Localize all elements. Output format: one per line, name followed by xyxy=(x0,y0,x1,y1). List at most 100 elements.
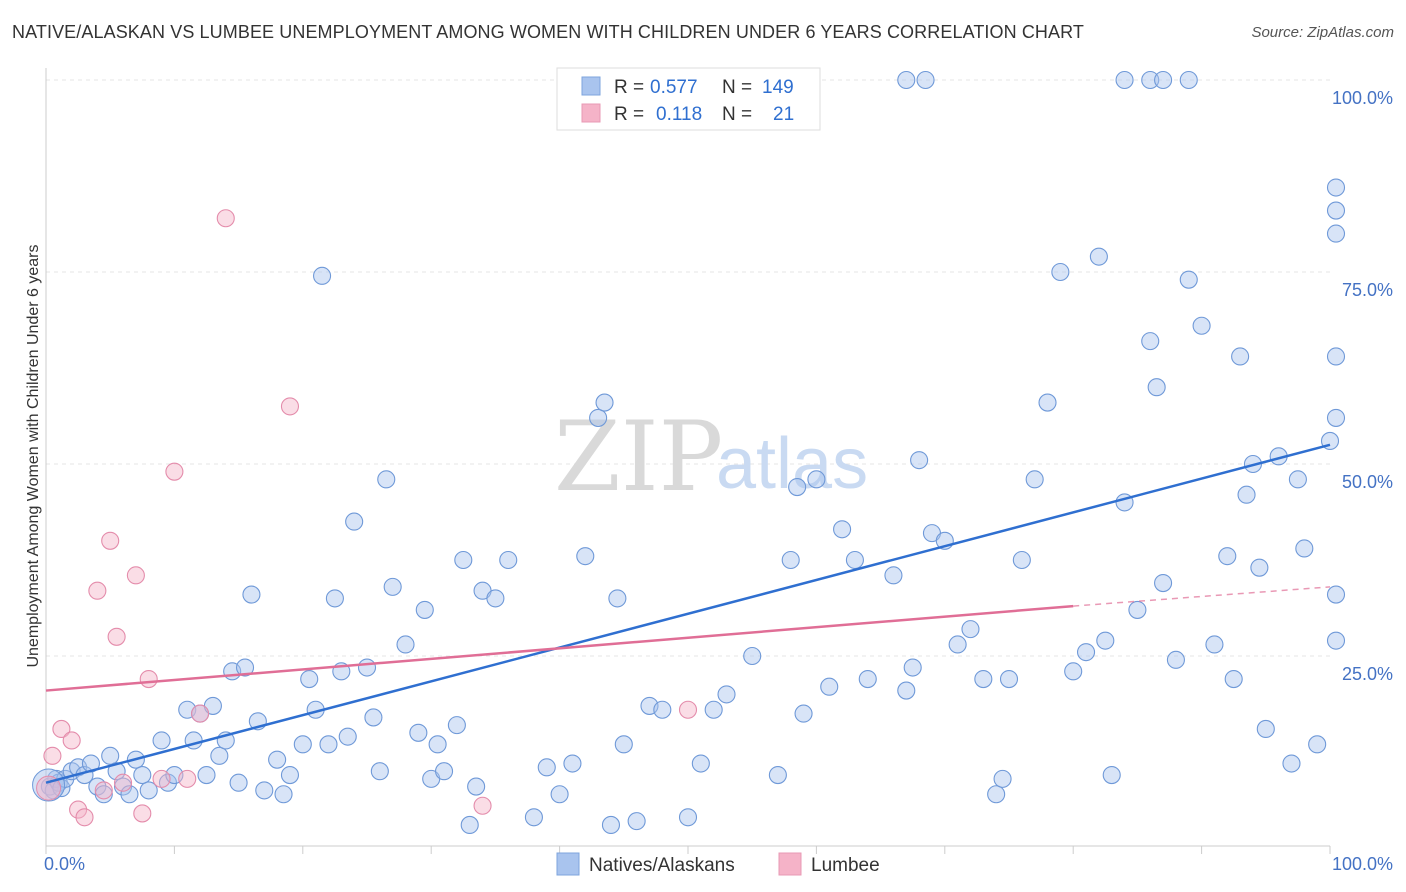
natives-point-75 xyxy=(627,812,646,831)
lumbee-point-17 xyxy=(216,209,235,228)
natives-point-89 xyxy=(833,520,852,539)
natives-point-18 xyxy=(139,781,158,800)
natives-point-80 xyxy=(704,700,723,719)
natives-point-46 xyxy=(345,512,364,531)
lumbee-point-13 xyxy=(152,769,171,788)
natives-point-11 xyxy=(94,785,113,804)
legend-r-label-1: R = xyxy=(614,77,644,98)
bottom-legend-natives: Natives/Alaskans xyxy=(589,855,735,876)
lumbee-point-18 xyxy=(280,397,300,416)
natives-point-13 xyxy=(107,762,126,781)
lumbee-point-11 xyxy=(133,804,152,823)
natives-point-84 xyxy=(781,550,800,570)
natives-point-15 xyxy=(120,785,139,804)
natives-point-38 xyxy=(293,735,312,754)
legend-n-label-2: N = xyxy=(722,104,752,125)
x-tick-label-0: 0.0% xyxy=(44,854,85,874)
natives-point-98 xyxy=(948,635,967,654)
natives-point-136 xyxy=(1326,408,1346,427)
natives-point-93 xyxy=(897,681,916,700)
legend: R = 0.577 N = 149 R = 0.118 N = 21 xyxy=(556,67,821,131)
natives-point-36 xyxy=(274,785,293,804)
natives-point-83 xyxy=(768,765,787,785)
natives-point-54 xyxy=(415,600,434,619)
natives-point-137 xyxy=(1326,347,1346,366)
natives-point-128 xyxy=(1256,719,1275,739)
y-tick-label-0: 25.0% xyxy=(1342,664,1393,684)
lumbee-point-16 xyxy=(191,704,210,723)
natives-point-145 xyxy=(1141,70,1160,90)
lumbee-trend-line xyxy=(45,604,1074,692)
natives-point-60 xyxy=(460,815,479,835)
natives-point-112 xyxy=(1102,765,1121,785)
natives-point-147 xyxy=(1179,70,1198,90)
natives-point-79 xyxy=(691,754,710,773)
natives-point-48 xyxy=(364,708,383,727)
natives-point-116 xyxy=(1147,378,1166,397)
natives-point-123 xyxy=(1224,669,1243,689)
natives-point-86 xyxy=(794,704,813,723)
y-tick-label-2: 75.0% xyxy=(1342,280,1393,300)
natives-point-124 xyxy=(1231,347,1250,366)
legend-box xyxy=(556,67,821,131)
legend-n-value-1: 149 xyxy=(762,77,794,98)
natives-point-56 xyxy=(428,735,447,754)
natives-point-95 xyxy=(910,451,929,470)
natives-point-91 xyxy=(858,669,877,689)
natives-point-109 xyxy=(1076,643,1096,662)
lumbee-point-cluster xyxy=(36,775,62,801)
natives-point-111 xyxy=(1096,631,1115,650)
natives-point-142 xyxy=(897,70,916,90)
natives-point-101 xyxy=(987,785,1006,804)
natives-point-70 xyxy=(589,408,608,427)
natives-point-52 xyxy=(396,635,415,654)
x-tick-labels: 0.0% 100.0% xyxy=(44,854,1393,874)
natives-point-50 xyxy=(377,470,396,489)
natives-point-63 xyxy=(486,589,505,608)
natives-point-114 xyxy=(1128,600,1147,619)
natives-point-139 xyxy=(1326,224,1346,243)
natives-point-131 xyxy=(1288,470,1307,489)
natives-point-130 xyxy=(1282,754,1301,773)
natives-point-121 xyxy=(1205,635,1224,654)
watermark-atlas: atlas xyxy=(716,424,868,504)
natives-point-74 xyxy=(614,735,633,754)
natives-point-132 xyxy=(1295,539,1314,558)
natives-point-81 xyxy=(717,685,736,704)
natives-point-27 xyxy=(210,746,229,765)
watermark-zip: ZIP xyxy=(554,401,723,513)
natives-point-78 xyxy=(678,808,698,827)
y-tick-labels: 25.0% 50.0% 75.0% 100.0% xyxy=(1332,88,1393,684)
natives-point-31 xyxy=(235,658,255,677)
trend-lines xyxy=(45,443,1331,784)
natives-point-94 xyxy=(903,658,922,677)
natives-point-57 xyxy=(434,762,454,781)
natives-point-146 xyxy=(1154,70,1173,90)
natives-point-107 xyxy=(1051,262,1070,282)
lumbee-point-3 xyxy=(69,800,88,819)
natives-point-37 xyxy=(280,765,300,785)
natives-point-64 xyxy=(499,550,518,570)
legend-r-value-2: 0.118 xyxy=(656,104,702,125)
natives-point-103 xyxy=(999,669,1019,689)
natives-point-133 xyxy=(1308,735,1327,754)
natives-point-41 xyxy=(313,266,332,285)
lumbee-point-10 xyxy=(126,566,145,585)
natives-point-35 xyxy=(268,750,287,769)
natives-point-71 xyxy=(595,393,614,412)
natives-point-117 xyxy=(1154,573,1173,593)
natives-point-118 xyxy=(1166,650,1185,669)
lumbee-point-12 xyxy=(139,669,158,689)
legend-n-value-2: 21 xyxy=(773,104,794,125)
natives-point-140 xyxy=(1326,178,1346,197)
lumbee-point-20 xyxy=(678,700,698,719)
natives-point-30 xyxy=(229,773,248,792)
lumbee-point-5 xyxy=(88,581,107,600)
natives-point-25 xyxy=(197,765,216,785)
natives-point-59 xyxy=(454,550,473,570)
natives-point-141 xyxy=(1326,201,1346,220)
x-tick-label-1: 100.0% xyxy=(1332,854,1393,874)
natives-point-110 xyxy=(1089,247,1108,266)
natives-point-108 xyxy=(1064,662,1083,681)
natives-point-135 xyxy=(1326,631,1346,650)
